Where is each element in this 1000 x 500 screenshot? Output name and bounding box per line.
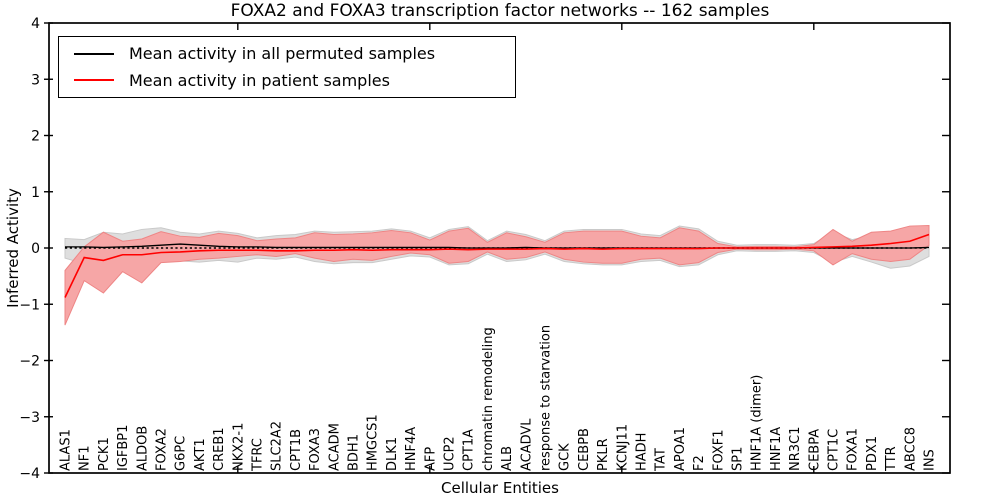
x-tick-label: HADH — [635, 433, 650, 471]
x-tick-label: TFRC — [251, 438, 266, 472]
x-tick-label: HNF4A — [404, 427, 419, 471]
x-tick-label: TTR — [884, 446, 899, 472]
y-tick-label: −4 — [19, 466, 40, 482]
x-tick-label: FOXA3 — [308, 428, 323, 471]
y-tick-label: 2 — [31, 129, 40, 145]
patient-band — [64, 224, 930, 326]
legend-item-permuted: Mean activity in all permuted samples — [74, 44, 515, 63]
y-tick-label: 1 — [31, 185, 40, 201]
y-tick-label: 3 — [31, 72, 40, 88]
x-tick-label: TAT — [654, 448, 669, 472]
x-tick-label: NKX2-1 — [231, 423, 246, 471]
x-tick-label: FOXA2 — [155, 428, 170, 471]
x-tick-label: DLK1 — [385, 437, 400, 471]
x-tick-label: ALB — [500, 446, 515, 471]
patient-line — [64, 233, 930, 298]
x-tick-label: CEBPA — [807, 429, 822, 471]
x-axis-label: Cellular Entities — [441, 479, 559, 497]
x-tick-label: APOA1 — [673, 427, 688, 471]
x-tick-label: FOXA1 — [846, 428, 861, 471]
chart-title: FOXA2 and FOXA3 transcription factor net… — [230, 1, 770, 21]
x-tick-label: GCK — [558, 443, 573, 471]
x-tick-label: PCK1 — [97, 437, 112, 471]
y-axis-label: Inferred Activity — [4, 188, 22, 308]
x-tick-label: response to starvation — [539, 325, 554, 471]
x-tick-label: ACADVL — [519, 418, 534, 471]
legend-line-permuted-icon — [74, 52, 114, 55]
x-tick-label: BDH1 — [347, 434, 362, 471]
x-tick-label: AKT1 — [193, 438, 208, 471]
x-tick-label: FOXF1 — [711, 429, 726, 471]
legend-line-patient-icon — [74, 79, 114, 82]
x-tick-label: ALDOB — [135, 426, 150, 471]
x-tick-label: CPT1B — [289, 429, 304, 471]
legend-label-permuted: Mean activity in all permuted samples — [129, 44, 436, 64]
x-tick-label: CPT1C — [827, 429, 842, 471]
y-tick-label: 0 — [31, 241, 40, 257]
x-tick-label: PKLR — [596, 438, 611, 471]
x-tick-label: SP1 — [731, 447, 746, 471]
x-tick-label: G6PC — [174, 436, 189, 471]
legend-label-patient: Mean activity in patient samples — [129, 70, 390, 90]
x-tick-label: HNF1A — [769, 427, 784, 471]
y-tick-label: −1 — [19, 297, 40, 313]
x-tick-label: ACADM — [327, 423, 342, 471]
legend: Mean activity in all permuted samples Me… — [58, 36, 516, 98]
legend-item-patient: Mean activity in patient samples — [74, 71, 515, 90]
x-tick-label: IGFBP1 — [116, 425, 131, 471]
x-tick-label: CEBPB — [577, 428, 592, 471]
x-tick-label: CREB1 — [212, 427, 227, 471]
x-tick-label: AFP — [423, 447, 438, 471]
x-tick-label: SLC2A2 — [270, 421, 285, 471]
x-tick-label: NR3C1 — [788, 427, 803, 471]
x-tick-label: ABCC8 — [903, 427, 918, 471]
x-tick-label: HMGCS1 — [366, 414, 381, 471]
y-tick-label: −3 — [19, 410, 40, 426]
x-tick-label: INS — [923, 449, 938, 471]
x-tick-label: HNF1A (dimer) — [750, 375, 765, 471]
x-tick-label: ALAS1 — [59, 429, 74, 471]
x-tick-label: CPT1A — [462, 429, 477, 471]
x-tick-label: PDX1 — [865, 436, 880, 471]
x-tick-label: F2 — [692, 455, 707, 471]
x-tick-label: UCP2 — [443, 436, 458, 471]
x-tick-label: chromatin remodeling — [481, 327, 496, 471]
x-tick-label: KCNJ11 — [615, 424, 630, 471]
y-tick-label: −2 — [19, 354, 40, 370]
y-tick-label: 4 — [31, 16, 40, 32]
x-tick-label: NF1 — [78, 446, 93, 471]
